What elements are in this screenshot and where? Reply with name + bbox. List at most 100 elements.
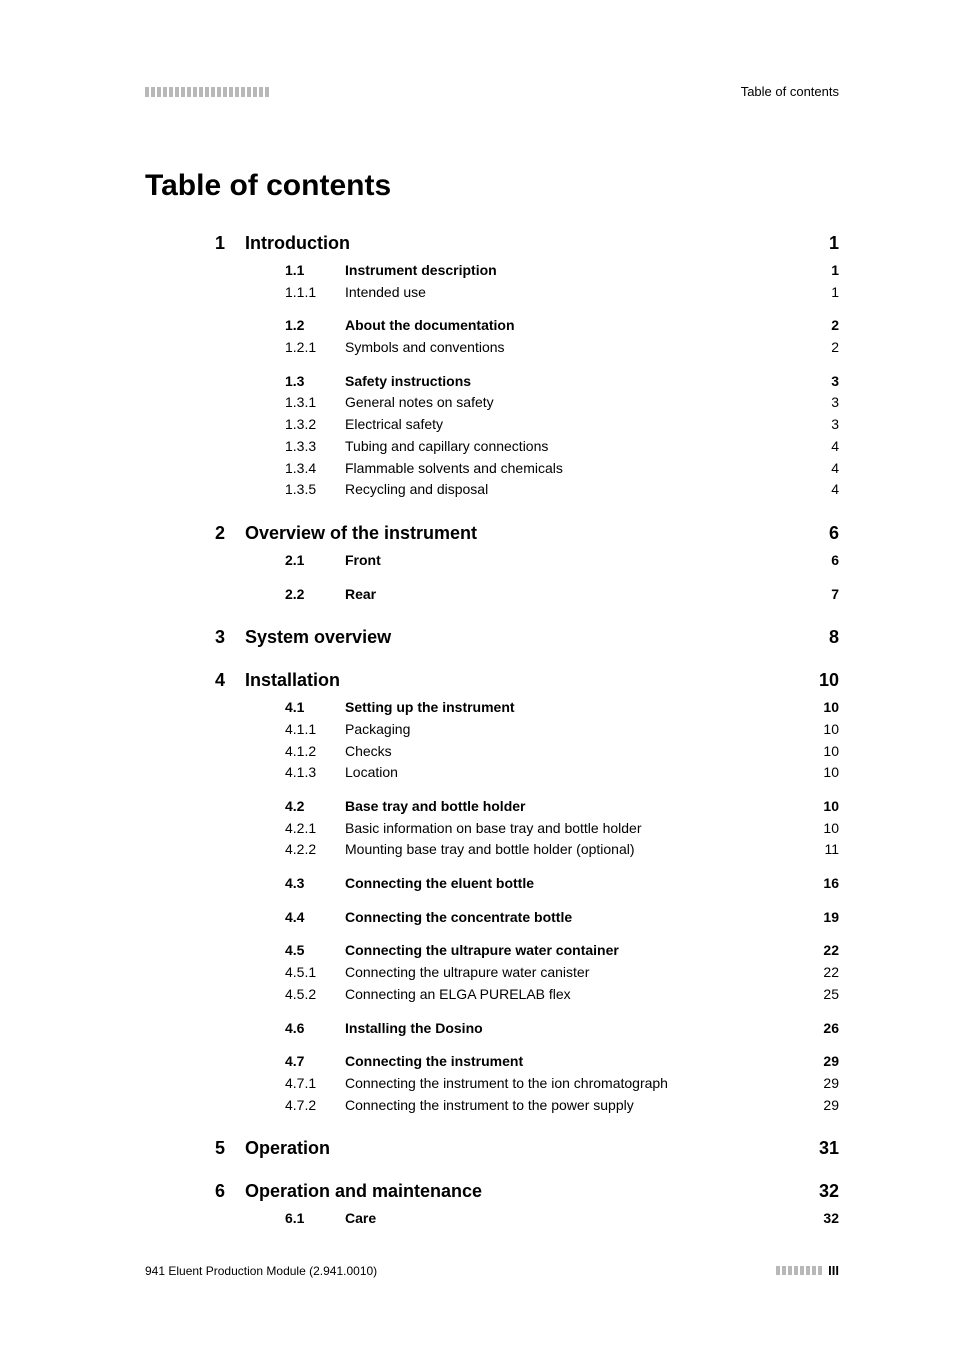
- toc-section-group: 4.3Connecting the eluent bottle16: [285, 873, 839, 895]
- entry-page: 11: [815, 839, 839, 861]
- toc-section-group: 4.4Connecting the concentrate bottle19: [285, 907, 839, 929]
- toc-chapter: 6Operation and maintenance32 6.1Care32: [215, 1181, 839, 1230]
- toc-chapter-row[interactable]: 5Operation31: [215, 1138, 839, 1159]
- entry-number: 1.3.5: [285, 479, 345, 501]
- toc-entry[interactable]: 1.3.1General notes on safety3: [285, 392, 839, 414]
- toc-entry[interactable]: 6.1Care32: [285, 1208, 839, 1230]
- chapter-page: 1: [809, 233, 839, 254]
- toc-entry[interactable]: 4.7Connecting the instrument29: [285, 1051, 839, 1073]
- toc-entry[interactable]: 4.2.2Mounting base tray and bottle holde…: [285, 839, 839, 861]
- entry-page: 6: [815, 550, 839, 572]
- entry-page: 25: [815, 984, 839, 1006]
- entry-number: 2.1: [285, 550, 345, 572]
- toc-entry[interactable]: 4.3Connecting the eluent bottle16: [285, 873, 839, 895]
- toc-section-group: 4.2Base tray and bottle holder104.2.1Bas…: [285, 796, 839, 861]
- toc-entry[interactable]: 2.1Front6: [285, 550, 839, 572]
- entry-number: 1.2.1: [285, 337, 345, 359]
- toc-chapter: 5Operation31: [215, 1138, 839, 1159]
- toc-entry[interactable]: 4.2.1Basic information on base tray and …: [285, 818, 839, 840]
- footer-page-number: III: [828, 1263, 839, 1278]
- toc-entry[interactable]: 4.1.1Packaging10: [285, 719, 839, 741]
- entry-title: Basic information on base tray and bottl…: [345, 818, 642, 840]
- entry-number: 1.3.1: [285, 392, 345, 414]
- toc-entry[interactable]: 4.7.2Connecting the instrument to the po…: [285, 1095, 839, 1117]
- toc-section-group: 1.1Instrument description11.1.1Intended …: [285, 260, 839, 303]
- toc-chapter-row[interactable]: 3System overview8: [215, 627, 839, 648]
- chapter-page: 31: [809, 1138, 839, 1159]
- toc-entry[interactable]: 4.1.3Location 10: [285, 762, 839, 784]
- entry-title: About the documentation: [345, 315, 515, 337]
- toc-section-group: 2.1Front6: [285, 550, 839, 572]
- entry-number: 4.7: [285, 1051, 345, 1073]
- entry-title: Setting up the instrument: [345, 697, 515, 719]
- entry-title: Connecting the eluent bottle: [345, 873, 534, 895]
- header-squares: [145, 87, 269, 97]
- entry-title: Rear: [345, 584, 376, 606]
- entry-title: Location: [345, 762, 398, 784]
- toc-entry[interactable]: 4.5.2Connecting an ELGA PURELAB flex25: [285, 984, 839, 1006]
- toc-chapter-row[interactable]: 6Operation and maintenance32: [215, 1181, 839, 1202]
- toc-section-group: 4.7Connecting the instrument294.7.1Conne…: [285, 1051, 839, 1116]
- chapter-number: 3: [215, 627, 245, 648]
- entry-number: 4.5.2: [285, 984, 345, 1006]
- toc-entry[interactable]: 4.2Base tray and bottle holder10: [285, 796, 839, 818]
- toc-entry[interactable]: 1.1.1Intended use1: [285, 282, 839, 304]
- entry-title: Base tray and bottle holder: [345, 796, 525, 818]
- entry-number: 4.5: [285, 940, 345, 962]
- entry-number: 1.3.4: [285, 458, 345, 480]
- entry-page: 10: [815, 697, 839, 719]
- toc-entry[interactable]: 4.4Connecting the concentrate bottle19: [285, 907, 839, 929]
- entry-number: 4.2: [285, 796, 345, 818]
- entry-page: 29: [815, 1095, 839, 1117]
- toc-entry[interactable]: 1.2About the documentation2: [285, 315, 839, 337]
- entry-number: 1.3: [285, 371, 345, 393]
- toc-entry[interactable]: 1.3Safety instructions3: [285, 371, 839, 393]
- toc-entry[interactable]: 4.1Setting up the instrument10: [285, 697, 839, 719]
- toc-entry[interactable]: 4.7.1Connecting the instrument to the io…: [285, 1073, 839, 1095]
- entry-title: Checks: [345, 741, 392, 763]
- entry-title: Connecting the instrument to the ion chr…: [345, 1073, 668, 1095]
- entry-title: Connecting the concentrate bottle: [345, 907, 572, 929]
- chapter-page: 32: [809, 1181, 839, 1202]
- toc-entry[interactable]: 4.1.2Checks10: [285, 741, 839, 763]
- entry-number: 4.1.3: [285, 762, 345, 784]
- entry-title: Recycling and disposal: [345, 479, 488, 501]
- toc-chapter-row[interactable]: 1Introduction1: [215, 233, 839, 254]
- entry-title: Connecting the ultrapure water container: [345, 940, 619, 962]
- entry-page: 29: [815, 1051, 839, 1073]
- entry-title: Tubing and capillary connections: [345, 436, 548, 458]
- toc-entry[interactable]: 1.3.4Flammable solvents and chemicals4: [285, 458, 839, 480]
- entry-number: 4.6: [285, 1018, 345, 1040]
- toc-entry[interactable]: 4.5.1Connecting the ultrapure water cani…: [285, 962, 839, 984]
- entry-page: 10: [815, 762, 839, 784]
- toc-entry[interactable]: 2.2Rear7: [285, 584, 839, 606]
- toc-entry[interactable]: 1.3.5Recycling and disposal4: [285, 479, 839, 501]
- toc-entry[interactable]: 4.6Installing the Dosino26: [285, 1018, 839, 1040]
- entry-title: Connecting the ultrapure water canister: [345, 962, 589, 984]
- toc-entry[interactable]: 1.3.2Electrical safety3: [285, 414, 839, 436]
- entry-page: 1: [815, 282, 839, 304]
- chapter-title: Introduction: [245, 233, 809, 254]
- toc-entry[interactable]: 4.5Connecting the ultrapure water contai…: [285, 940, 839, 962]
- toc-entry[interactable]: 1.2.1Symbols and conventions2: [285, 337, 839, 359]
- chapter-title: Overview of the instrument: [245, 523, 809, 544]
- entry-page: 22: [815, 962, 839, 984]
- entry-number: 1.2: [285, 315, 345, 337]
- toc-section-group: 6.1Care32: [285, 1208, 839, 1230]
- toc-chapter: 3System overview8: [215, 627, 839, 648]
- entry-page: 10: [815, 818, 839, 840]
- entry-number: 4.5.1: [285, 962, 345, 984]
- page-header: Table of contents: [145, 84, 839, 99]
- chapter-number: 6: [215, 1181, 245, 1202]
- toc-chapter-row[interactable]: 4Installation10: [215, 670, 839, 691]
- toc-entry[interactable]: 1.1Instrument description1: [285, 260, 839, 282]
- entry-title: Care: [345, 1208, 376, 1230]
- entry-page: 4: [815, 436, 839, 458]
- toc-entry[interactable]: 1.3.3Tubing and capillary connections4: [285, 436, 839, 458]
- toc-chapter-row[interactable]: 2Overview of the instrument6: [215, 523, 839, 544]
- entry-page: 22: [815, 940, 839, 962]
- toc-section-group: 1.3Safety instructions31.3.1General note…: [285, 371, 839, 501]
- entry-page: 4: [815, 458, 839, 480]
- toc-chapter: 2Overview of the instrument6 2.1Front6 2.2…: [215, 523, 839, 605]
- toc-section-group: 2.2Rear7: [285, 584, 839, 606]
